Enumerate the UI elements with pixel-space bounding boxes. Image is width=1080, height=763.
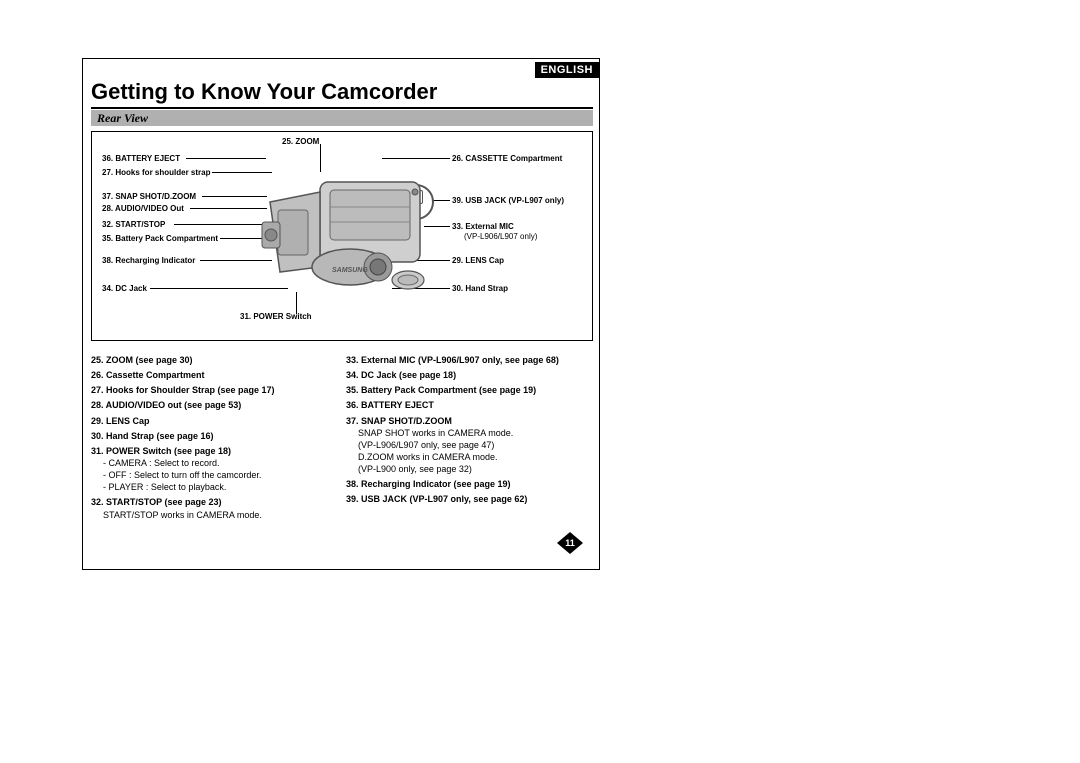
callout-zoom: 25. ZOOM [282,137,319,146]
reference-item: 37. SNAP SHOT/D.ZOOM [346,415,593,427]
reference-item: 27. Hooks for Shoulder Strap (see page 1… [91,384,338,396]
page-frame: ENGLISH Getting to Know Your Camcorder R… [82,58,600,570]
reference-item: 30. Hand Strap (see page 16) [91,430,338,442]
reference-column-left: 25. ZOOM (see page 30) 26. Cassette Compa… [91,351,338,521]
callout-startstop: 32. START/STOP [102,220,165,229]
reference-column-right: 33. External MIC (VP-L906/L907 only, see… [346,351,593,521]
reference-item: 32. START/STOP (see page 23) [91,496,338,508]
leader-line [296,292,297,314]
callout-battery-eject: 36. BATTERY EJECT [102,154,180,163]
callout-usb: 39. USB JACK (VP-L907 only) [452,196,564,205]
reference-columns: 25. ZOOM (see page 30) 26. Cassette Compa… [91,351,593,521]
reference-item: 31. POWER Switch (see page 18) [91,445,338,457]
leader-line [186,158,266,159]
reference-item: 34. DC Jack (see page 18) [346,369,593,381]
reference-item: 33. External MIC (VP-L906/L907 only, see… [346,354,593,366]
reference-subitem: SNAP SHOT works in CAMERA mode. [346,427,593,439]
leader-line [320,144,321,172]
reference-subitem: (VP-L900 only, see page 32) [346,463,593,475]
callout-handstrap: 30. Hand Strap [452,284,508,293]
reference-item: 29. LENS Cap [91,415,338,427]
reference-subitem: - PLAYER : Select to playback. [91,481,338,493]
reference-subitem: - CAMERA : Select to record. [91,457,338,469]
callout-cassette: 26. CASSETTE Compartment [452,154,562,163]
callout-av-out: 28. AUDIO/VIDEO Out [102,204,184,213]
reference-subitem: (VP-L906/L907 only, see page 47) [346,439,593,451]
leader-line [190,208,267,209]
reference-item: 38. Recharging Indicator (see page 19) [346,478,593,490]
callout-dcjack: 34. DC Jack [102,284,147,293]
callout-hooks: 27. Hooks for shoulder strap [102,168,210,177]
callout-snapshot: 37. SNAP SHOT/D.ZOOM [102,192,196,201]
reference-item: 36. BATTERY EJECT [346,399,593,411]
callout-lenscap: 29. LENS Cap [452,256,504,265]
callout-extmic: 33. External MIC [452,222,514,231]
leader-line [202,196,267,197]
callout-battery-pack: 35. Battery Pack Compartment [102,234,218,243]
leader-line [174,224,264,225]
subtitle-bar: Rear View [91,110,593,126]
page-number: 11 [557,532,583,554]
reference-subitem: START/STOP works in CAMERA mode. [91,509,338,521]
svg-text:SAMSUNG: SAMSUNG [332,267,368,274]
title-rule [91,107,593,109]
callout-extmic-sub: (VP-L906/L907 only) [464,232,537,241]
diagram-box: 25. ZOOM 36. BATTERY EJECT 27. Hooks for… [91,131,593,341]
reference-item: 28. AUDIO/VIDEO out (see page 53) [91,399,338,411]
reference-subitem: D.ZOOM works in CAMERA mode. [346,451,593,463]
callout-power: 31. POWER Switch [240,312,312,321]
reference-item: 39. USB JACK (VP-L907 only, see page 62) [346,493,593,505]
page-number-badge: 11 [557,532,583,559]
leader-line [382,158,450,159]
reference-item: 26. Cassette Compartment [91,369,338,381]
camcorder-illustration: SAMSUNG [260,172,430,292]
language-badge: ENGLISH [535,62,599,78]
reference-item: 35. Battery Pack Compartment (see page 1… [346,384,593,396]
reference-item: 25. ZOOM (see page 30) [91,354,338,366]
reference-subitem: - OFF : Select to turn off the camcorder… [91,469,338,481]
page-title: Getting to Know Your Camcorder [91,79,437,105]
callout-recharge: 38. Recharging Indicator [102,256,195,265]
